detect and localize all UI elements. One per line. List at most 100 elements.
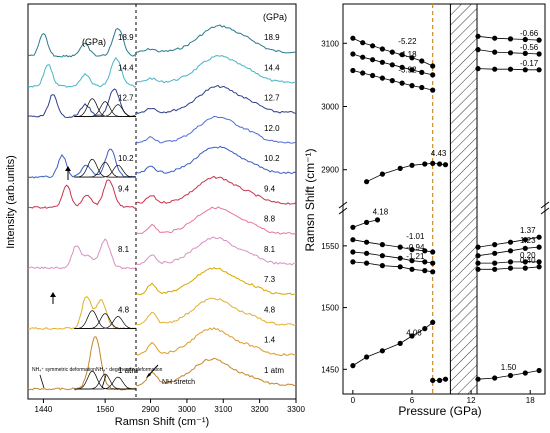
data-point (409, 83, 415, 89)
data-point (475, 33, 481, 39)
data-point (430, 72, 436, 78)
pressure-y-axis-title: Ramsn Shift (cm⁻¹) (303, 148, 317, 251)
data-point (507, 239, 514, 245)
pressure-label-left: 10.2 (118, 154, 134, 163)
data-point (422, 259, 428, 265)
data-point (430, 87, 436, 93)
pressure-label-right: 14.4 (264, 63, 280, 72)
data-point (522, 259, 528, 265)
nh-stretch-annotation: NH stretch (162, 379, 195, 386)
x-tick-label: 1560 (96, 405, 114, 414)
data-point (430, 63, 436, 69)
data-point (522, 265, 528, 271)
slope-label: 1.23 (520, 236, 536, 245)
data-point (409, 162, 415, 168)
data-point (409, 266, 415, 272)
data-point (364, 250, 370, 256)
data-point (507, 66, 514, 72)
pressure-label-right: 4.8 (264, 306, 276, 315)
pressure-label-right: 1.4 (264, 336, 276, 345)
pressure-label-right: 8.8 (264, 215, 276, 224)
spectrum-nh-stretch (135, 24, 297, 54)
pressure-label-right: 7.3 (264, 275, 276, 284)
data-point (379, 348, 385, 354)
spectra-y-axis-title: Intensity (arb.units) (5, 155, 17, 249)
x-tick-label: 3300 (287, 405, 305, 414)
data-point (350, 224, 356, 230)
spectra-panel: 18.9 14.4 12.7 12.0 10.2 9.4 8.8 8.1 7.3 4.8 1.4 1 … (5, 3, 305, 428)
data-point (475, 66, 481, 72)
pressure-x-ticks: 0 6 12 18 (351, 390, 535, 405)
spectra-frame (27, 3, 297, 400)
data-point (492, 66, 498, 72)
spectrum-nh-stretch (135, 145, 297, 175)
spectrum-nh-stretch (135, 267, 297, 296)
data-point (422, 268, 428, 274)
data-point (409, 333, 415, 339)
spectrum-nh-stretch (135, 327, 297, 357)
spectrum-nh-stretch (135, 115, 297, 144)
data-point (397, 264, 403, 270)
data-point (397, 165, 403, 171)
x-tick-label: 3100 (214, 405, 232, 414)
y-tick-label: 3100 (321, 39, 339, 48)
axis-break-marks (338, 201, 550, 215)
slope-label: -0.94 (406, 243, 425, 252)
pressure-label-right: 18.9 (264, 33, 280, 42)
pressure-label-right: 9.4 (264, 184, 276, 193)
slope-label: -3.92 (398, 66, 417, 75)
data-point (409, 67, 415, 73)
up-arrowhead-81 (50, 292, 56, 297)
pressure-label-right: 12.0 (264, 124, 280, 133)
data-point (536, 264, 542, 270)
data-point (364, 354, 370, 360)
slope-label: -5.22 (398, 37, 417, 46)
y-tick-label: 1450 (321, 365, 339, 374)
peak-fit-overlays (74, 98, 136, 390)
data-point (370, 57, 376, 63)
x-tick-label: 3200 (251, 405, 269, 414)
data-point (475, 260, 481, 266)
fit-peak (74, 376, 136, 390)
data-point (350, 363, 356, 369)
y-tick-label: 3000 (321, 103, 339, 112)
slope-label: 0.40 (520, 256, 536, 265)
spectrum-nh4-deformation (27, 336, 137, 391)
data-point (430, 269, 436, 275)
data-point (364, 239, 370, 245)
slope-label: 4.43 (431, 149, 447, 158)
data-point (430, 160, 436, 166)
x-tick-label: 6 (410, 396, 415, 405)
nh4-deg-arrow (101, 374, 107, 389)
pressure-label-right: 8.1 (264, 245, 276, 254)
data-point (437, 377, 443, 383)
up-arrowhead-127 (65, 166, 71, 171)
data-point (492, 260, 498, 266)
data-point (536, 367, 542, 374)
spectrum-nh4-deformation (27, 57, 137, 88)
data-point (492, 242, 498, 248)
data-point (430, 319, 436, 325)
transition-hatched-region (449, 3, 478, 395)
spectrum-nh4-deformation (27, 88, 137, 119)
slope-label: 4.08 (406, 328, 422, 337)
data-point (475, 376, 481, 382)
x-tick-label: 12 (467, 396, 476, 405)
data-point (350, 51, 356, 57)
data-point (409, 247, 415, 253)
slope-label: 1.50 (501, 363, 517, 372)
data-point (536, 244, 542, 250)
pressure-x-axis-title: Pressure (GPa) (398, 404, 481, 418)
data-point (399, 52, 405, 58)
data-point (430, 249, 436, 255)
slope-label: 1.37 (520, 226, 536, 235)
data-point (379, 242, 385, 248)
spectrum-nh-stretch (135, 84, 297, 114)
data-point (492, 375, 498, 381)
data-point (422, 326, 428, 332)
pressure-label-left: 8.1 (118, 245, 130, 254)
data-point (389, 62, 395, 68)
data-point (536, 37, 542, 43)
pressure-label-left: 1 atm (118, 366, 138, 375)
pressure-panel: -5.22 -4.18 -3.92 4.43 -0.66 -0.56 -0.17 4.18 -1… (303, 3, 550, 418)
